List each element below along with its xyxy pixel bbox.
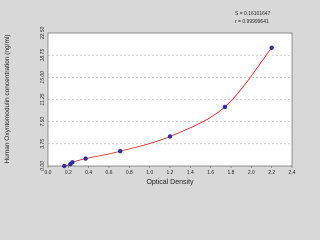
x-tick-label: 0.0 [45,170,52,176]
data-point [83,156,88,161]
annotation: S = 0.16101647 [235,11,271,17]
y-tick-label: 11.25 [40,93,46,105]
y-tick-label: 22.50 [40,27,46,41]
y-tick-label: 3.75 [40,139,46,149]
y-axis-label: Human Oxyntomodulin concentration (ng/ml… [4,35,11,164]
x-tick-label: 0.4 [85,170,92,176]
x-tick-label: 2.2 [268,170,275,176]
x-tick-label: 1.8 [228,170,235,176]
y-tick-label: 15.00 [40,71,46,84]
x-tick-label: 1.0 [146,170,153,176]
data-point [269,45,274,50]
annotation: r = 0.99999641 [235,19,269,25]
x-tick-label: 0.2 [65,170,72,176]
x-tick-label: 1.4 [187,170,194,176]
y-tick-label: 0.00 [40,161,46,171]
x-axis-label: Optical Density [146,179,194,186]
x-tick-label: 0.8 [126,170,133,176]
data-point [62,163,67,169]
x-tick-label: 0.6 [106,170,113,176]
chart: S = 0.16101647 r = 0.99999641 Optical De… [4,11,296,186]
x-tick-label: 1.2 [167,170,174,176]
data-point [167,134,173,139]
x-tick-label: 2.0 [248,170,255,176]
x-tick-label: 2.4 [289,170,296,176]
data-point [70,160,75,165]
data-point [222,104,228,110]
x-tick-label: 1.6 [207,170,214,176]
data-point [117,149,123,154]
y-tick-label: 18.75 [40,49,46,62]
y-tick-label: 7.50 [40,117,46,127]
